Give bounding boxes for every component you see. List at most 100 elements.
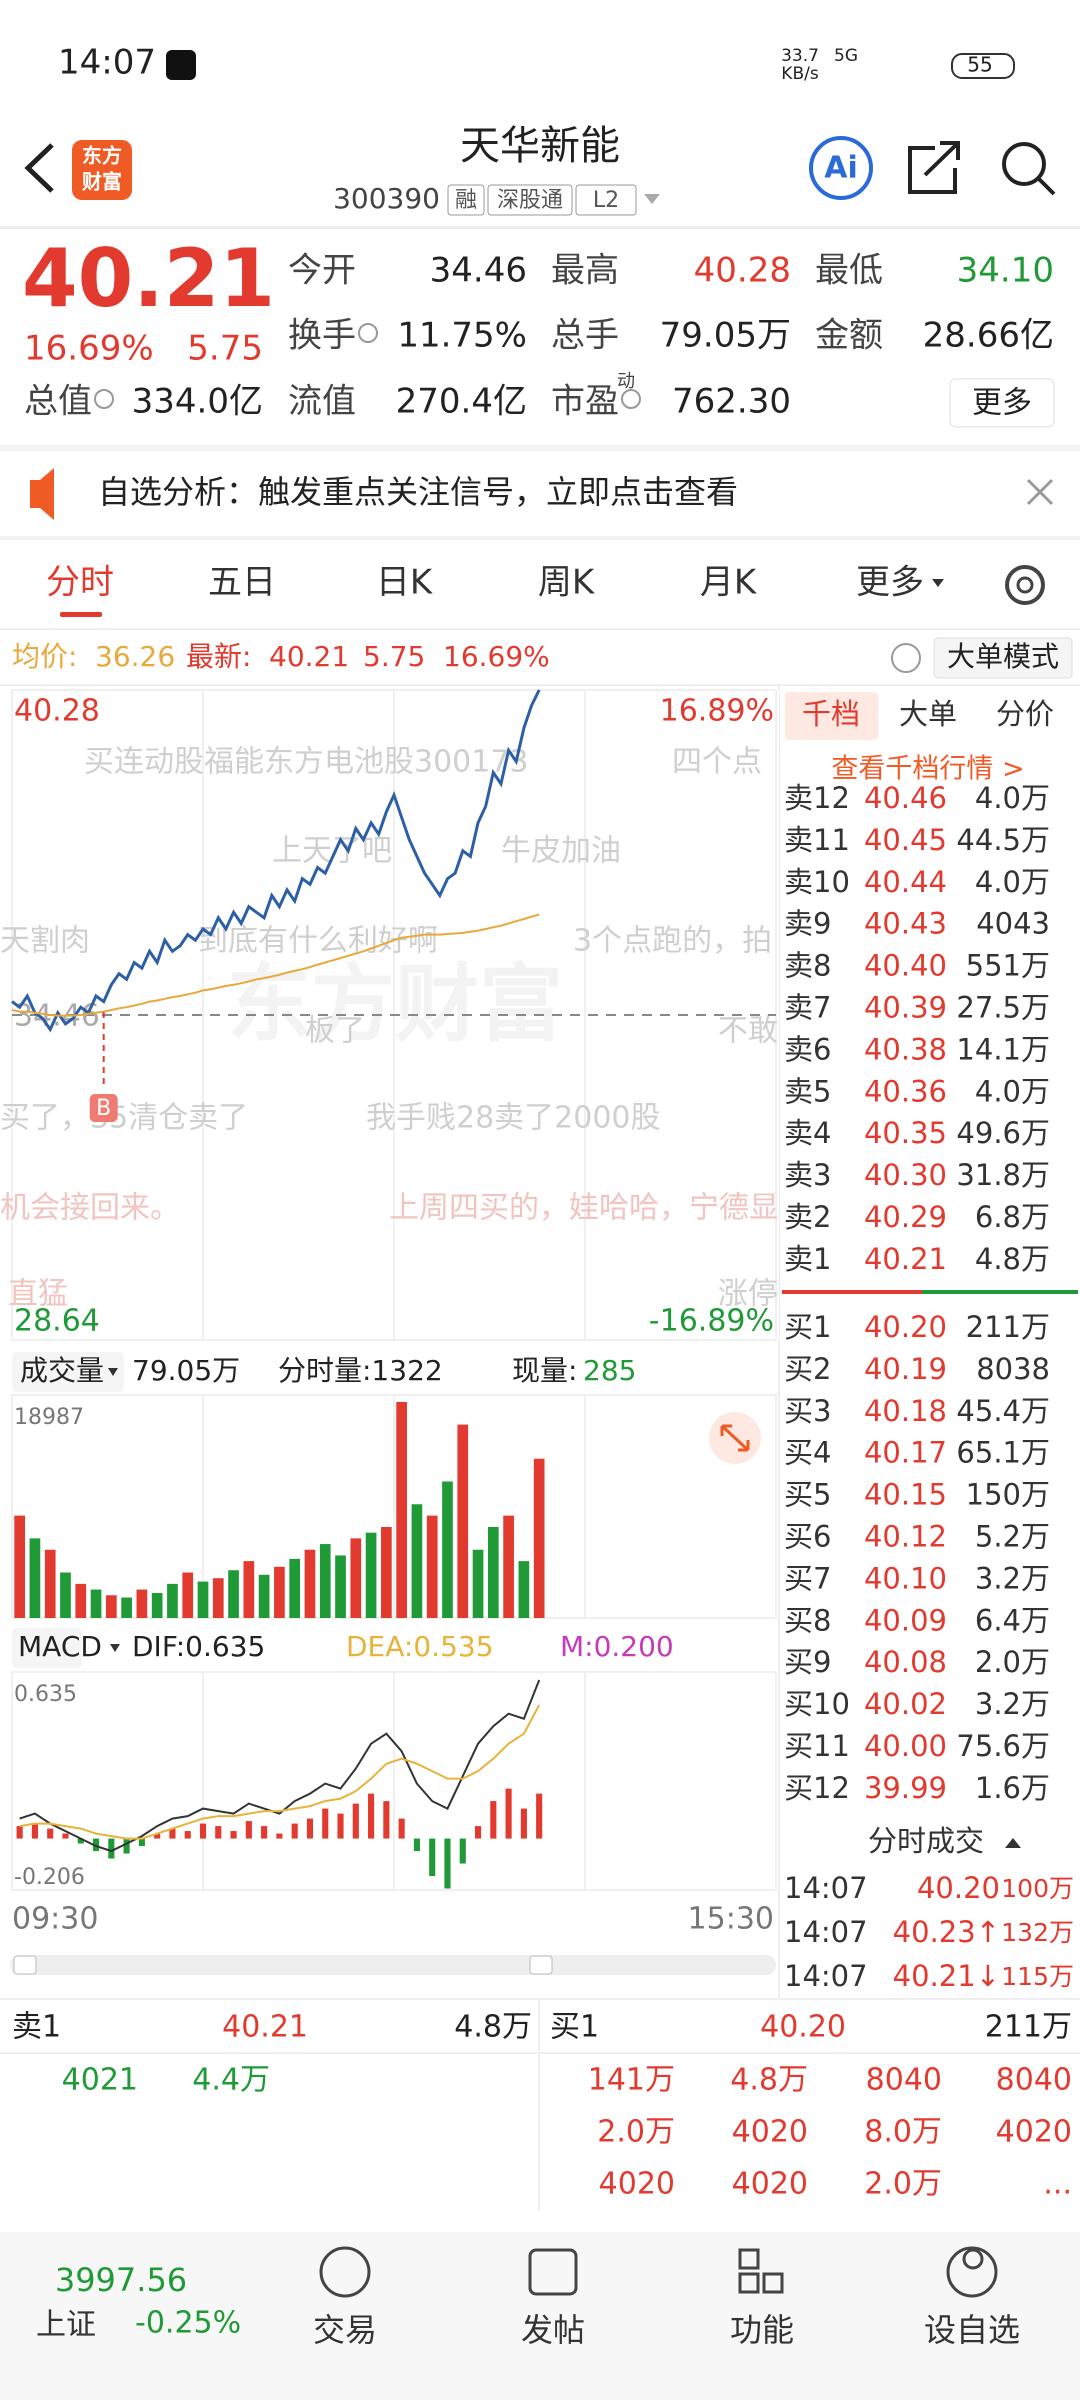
book-price: 40.36 bbox=[864, 1074, 947, 1108]
volume-bar bbox=[411, 1504, 423, 1618]
share-button[interactable] bbox=[908, 141, 960, 194]
search-button[interactable] bbox=[1002, 142, 1046, 186]
stock-code: 300390 bbox=[333, 182, 440, 215]
depth-cell: 141万 bbox=[588, 2063, 675, 2098]
net-speed: KB/s bbox=[781, 64, 819, 84]
y-tick-label: 28.64 bbox=[14, 1304, 100, 1339]
scrollbar[interactable] bbox=[10, 1955, 776, 1975]
chart-frame bbox=[11, 1671, 777, 1891]
book-price: 40.44 bbox=[864, 865, 947, 899]
book-volume: 551万 bbox=[966, 949, 1050, 983]
network: 5G bbox=[834, 46, 858, 66]
book-level: 卖5 bbox=[784, 1074, 831, 1108]
nav-icon[interactable] bbox=[528, 2248, 578, 2296]
book-level: 卖4 bbox=[784, 1116, 831, 1150]
volume-bar bbox=[212, 1578, 224, 1618]
settings-button[interactable] bbox=[1005, 565, 1045, 605]
current-value: 285 bbox=[583, 1354, 636, 1387]
latest-value: 40.21 bbox=[269, 640, 349, 673]
field-label: 市盈 bbox=[551, 382, 619, 422]
volume-bar bbox=[243, 1561, 255, 1618]
book-price: 40.39 bbox=[864, 991, 947, 1025]
tag-box bbox=[575, 184, 637, 216]
tab: 分时 bbox=[46, 563, 114, 603]
dropdown-icon bbox=[108, 1368, 118, 1376]
total-volume: 79.05万 bbox=[132, 1354, 240, 1387]
book-volume: 4043 bbox=[976, 907, 1050, 941]
book-level: 卖9 bbox=[784, 907, 831, 941]
tab: 周K bbox=[538, 563, 596, 603]
nav-icon[interactable] bbox=[946, 2246, 998, 2298]
macd-bar bbox=[123, 1838, 130, 1854]
tab: 更多 bbox=[856, 563, 924, 603]
logo-text: 财富 bbox=[82, 170, 122, 194]
help-icon bbox=[891, 643, 921, 673]
book-level: 买2 bbox=[784, 1352, 831, 1386]
book-volume: 5.2万 bbox=[975, 1520, 1050, 1554]
book-volume: 211万 bbox=[966, 1310, 1050, 1344]
back-button[interactable] bbox=[24, 143, 54, 193]
nav-icon[interactable] bbox=[319, 2246, 371, 2298]
trades-title: 分时成交 bbox=[868, 1824, 984, 1858]
macd-bar bbox=[77, 1838, 84, 1844]
speaker-icon bbox=[30, 468, 54, 520]
index-value: 3997.56 bbox=[55, 2261, 187, 2299]
tag-box bbox=[487, 184, 573, 216]
macd-bar bbox=[184, 1831, 191, 1839]
depth-price: 40.21 bbox=[222, 2010, 308, 2045]
volume-bar bbox=[60, 1572, 71, 1618]
tag-box bbox=[447, 184, 485, 216]
volume-bar bbox=[396, 1402, 407, 1618]
change: 5.75 bbox=[187, 329, 263, 369]
book-level: 买10 bbox=[784, 1687, 850, 1721]
volume-bar bbox=[14, 1515, 25, 1618]
macd-bar bbox=[31, 1823, 38, 1839]
nav-label: 发帖 bbox=[521, 2311, 585, 2349]
volume-bar bbox=[503, 1515, 514, 1618]
trade-price: 40.20 bbox=[917, 1871, 1000, 1905]
battery-level: 55 bbox=[967, 53, 992, 77]
more-button bbox=[949, 378, 1055, 428]
volume-bar bbox=[350, 1538, 362, 1618]
nav-icon bbox=[962, 2248, 984, 2270]
book-level: 买1 bbox=[784, 1310, 831, 1344]
macd-bar bbox=[230, 1831, 237, 1839]
danmaku: 板了 bbox=[305, 1014, 365, 1049]
macd-bar bbox=[108, 1838, 115, 1859]
trade-volume: 115万 bbox=[1001, 1962, 1074, 1991]
scroll-handle bbox=[529, 1955, 553, 1975]
book-price: 40.17 bbox=[864, 1436, 947, 1470]
field-value: 28.66亿 bbox=[923, 316, 1054, 356]
field-label: 总值 bbox=[24, 382, 92, 422]
book-volume: 65.1万 bbox=[956, 1436, 1050, 1470]
volume-bar bbox=[136, 1589, 148, 1618]
macd-bar bbox=[398, 1818, 405, 1839]
danmaku: 买了，35清仓卖了 bbox=[0, 1101, 248, 1136]
book-price: 40.35 bbox=[864, 1116, 947, 1150]
depth-cell: 4.4万 bbox=[192, 2063, 270, 2098]
tick-volume: 分时量:1322 bbox=[278, 1354, 443, 1387]
divider bbox=[0, 536, 1080, 540]
nav-icon[interactable] bbox=[738, 2248, 760, 2270]
macd-bar bbox=[306, 1818, 314, 1839]
field-label: 最低 bbox=[815, 251, 883, 291]
divider bbox=[0, 684, 1080, 686]
book-price: 40.19 bbox=[864, 1352, 947, 1386]
danmaku: 机会接回来。 bbox=[0, 1191, 180, 1226]
volume-bar bbox=[304, 1549, 316, 1618]
book-volume: 150万 bbox=[966, 1478, 1050, 1512]
book-level: 买8 bbox=[784, 1603, 831, 1637]
book-level: 卖7 bbox=[784, 991, 831, 1025]
volume-bar bbox=[29, 1538, 41, 1618]
expand-icon bbox=[720, 1424, 750, 1452]
macd-bar bbox=[413, 1838, 420, 1852]
chart-frame bbox=[11, 1394, 777, 1619]
book-level: 卖3 bbox=[784, 1158, 831, 1192]
avg-value: 36.26 bbox=[95, 640, 175, 673]
divider bbox=[0, 445, 1080, 451]
ai-button[interactable] bbox=[809, 136, 873, 200]
dropdown-icon bbox=[932, 579, 944, 587]
close-button[interactable] bbox=[1026, 478, 1054, 506]
danmaku: 牛皮加油 bbox=[501, 834, 621, 869]
